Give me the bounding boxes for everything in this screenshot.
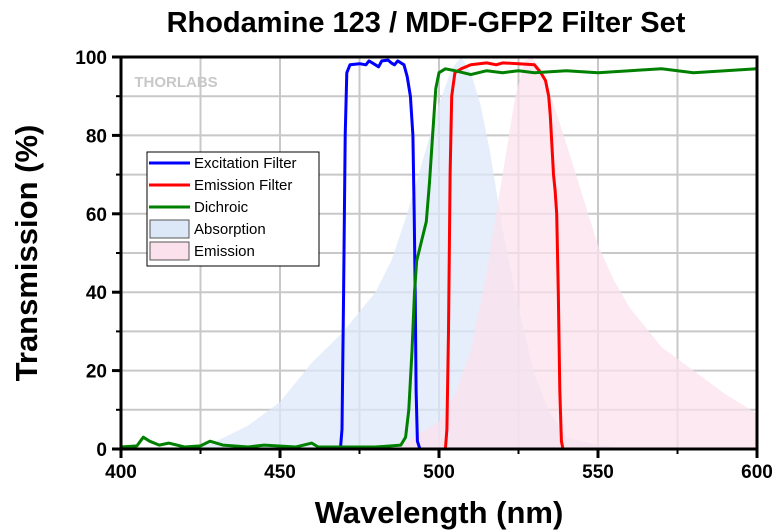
line-emission-filter [121,61,757,451]
y-tick-label: 0 [96,440,107,461]
legend: Excitation Filter Emission Filter Dichroic… [146,151,320,267]
y-axis-label: Transmission (%) [9,125,44,382]
y-tick-label: 40 [86,283,107,304]
area-emission [375,57,757,449]
x-tick-label: 600 [741,462,773,483]
thorlabs-watermark: THORLABS [134,74,217,91]
legend-label: Emission [194,243,255,260]
y-tick-label: 80 [86,126,107,147]
legend-label: Emission Filter [194,177,292,194]
x-tick-label: 500 [423,462,455,483]
area-series [121,57,757,449]
y-tick-label: 60 [86,205,107,226]
line-dichroic [120,67,758,449]
legend-swatch [149,241,190,261]
legend-label: Absorption [194,221,266,238]
x-tick-label: 400 [105,462,137,483]
x-tick-label: 450 [264,462,296,483]
y-tick-label: 100 [75,48,107,69]
chart-title: Rhodamine 123 / MDF-GFP2 Filter Set [167,7,686,39]
axes: 400 450 500 550 600 0 20 40 60 80 100 [75,48,773,483]
legend-label: Excitation Filter [194,155,297,172]
x-tick-label: 550 [582,462,614,483]
legend-label: Dichroic [194,199,249,216]
x-axis-label: Wavelength (nm) [315,495,564,530]
y-tick-label: 20 [86,362,107,383]
line-series [120,58,758,451]
legend-swatch [149,219,190,239]
